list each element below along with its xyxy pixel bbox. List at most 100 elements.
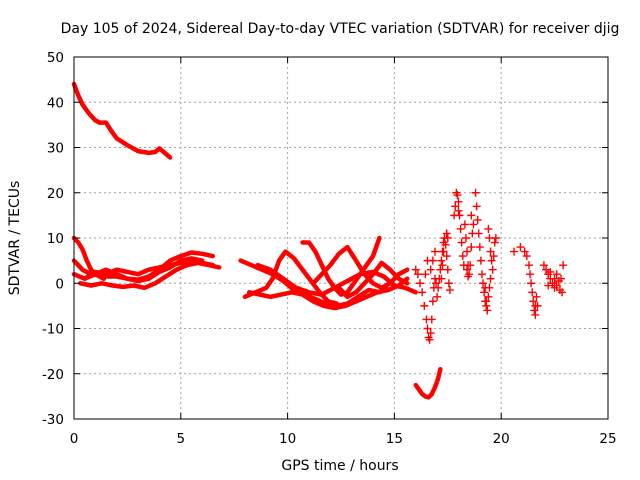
data-point — [463, 247, 472, 256]
data-point — [488, 265, 497, 274]
data-point — [527, 279, 536, 288]
data-point — [528, 288, 537, 297]
data-point — [461, 234, 470, 242]
data-point — [486, 274, 495, 283]
data-point — [428, 256, 437, 265]
data-point — [480, 288, 489, 297]
data-point — [456, 224, 465, 233]
data-point — [476, 256, 485, 265]
data-point — [484, 224, 493, 233]
x-tick-label: 25 — [599, 431, 616, 447]
data-point — [466, 261, 475, 270]
data-point — [441, 240, 450, 249]
data-point — [467, 243, 476, 252]
data-point — [423, 324, 432, 333]
data-point — [533, 301, 542, 310]
data-point — [443, 265, 452, 274]
data-point — [471, 188, 480, 197]
data-point — [490, 238, 499, 247]
data-point — [473, 215, 482, 224]
data-point — [486, 247, 495, 256]
data-point — [418, 288, 427, 297]
data-point — [546, 267, 555, 276]
data-point — [458, 252, 467, 261]
data-point — [552, 270, 561, 279]
y-tick-label: 40 — [47, 95, 64, 111]
series-arc-07 — [238, 258, 389, 309]
data-point — [482, 297, 491, 306]
data-point — [427, 315, 436, 324]
series-arc-12 — [310, 244, 410, 291]
x-tick-label: 20 — [493, 431, 510, 447]
x-tick-label: 5 — [177, 431, 186, 447]
data-point — [531, 310, 540, 319]
data-point — [437, 256, 446, 265]
series-arc-14 — [413, 366, 443, 400]
data-point — [434, 283, 443, 292]
data-point — [530, 306, 539, 315]
data-point — [426, 265, 435, 274]
data-point — [450, 211, 459, 220]
data-point — [463, 265, 472, 274]
data-point — [524, 261, 533, 270]
y-tick-label: 10 — [47, 231, 64, 247]
data-point — [559, 261, 568, 270]
data-point — [526, 270, 535, 279]
data-point — [552, 281, 561, 290]
data-point — [558, 288, 567, 297]
series-arc-06 — [82, 256, 205, 284]
data-point — [436, 265, 445, 274]
data-point — [475, 243, 484, 252]
data-point — [472, 202, 481, 211]
series-arc-13 — [336, 260, 410, 300]
y-tick-label: 0 — [55, 276, 64, 292]
data-point — [421, 270, 430, 279]
data-point — [542, 265, 551, 274]
y-tick-label: -30 — [42, 412, 64, 428]
data-point — [491, 234, 500, 242]
data-point — [413, 270, 422, 279]
data-point — [428, 297, 437, 306]
data-point — [485, 283, 494, 292]
data-point — [477, 270, 486, 279]
data-point — [457, 238, 466, 247]
data-point — [442, 229, 451, 238]
data-point — [520, 247, 529, 256]
y-tick-label: 20 — [47, 186, 64, 202]
x-tick-label: 10 — [279, 431, 296, 447]
data-point — [483, 306, 492, 315]
data-point — [416, 279, 425, 288]
data-point — [467, 211, 476, 220]
data-point — [411, 265, 420, 274]
data-point — [451, 202, 460, 211]
data-point — [544, 281, 553, 290]
data-traces — [71, 81, 568, 400]
series-arc-11 — [300, 235, 382, 297]
data-point — [529, 297, 538, 306]
y-tick-label: 30 — [47, 141, 64, 157]
data-point — [442, 252, 451, 261]
y-tick-label: -20 — [42, 367, 64, 383]
series-arc-10 — [255, 262, 419, 297]
data-point — [522, 252, 531, 261]
data-point — [510, 247, 519, 256]
chart-title: Day 105 of 2024, Sidereal Day-to-day VTE… — [61, 21, 620, 37]
axis-ticks: 0 5 10 15 20 25 -30 -20 -10 0 10 20 30 40 50 — [42, 50, 617, 447]
series-arc-05 — [78, 260, 222, 291]
data-point — [487, 256, 496, 265]
data-point — [439, 247, 448, 256]
data-point — [453, 191, 462, 200]
data-point — [460, 220, 469, 229]
data-point — [474, 229, 483, 238]
x-axis-label: GPS time / hours — [281, 458, 398, 474]
data-point — [420, 301, 429, 310]
data-point — [454, 206, 463, 215]
data-point — [432, 279, 441, 288]
data-point — [438, 261, 447, 270]
data-point — [425, 335, 434, 344]
x-tick-label: 15 — [386, 431, 403, 447]
data-point — [433, 292, 442, 301]
data-point — [426, 329, 435, 338]
